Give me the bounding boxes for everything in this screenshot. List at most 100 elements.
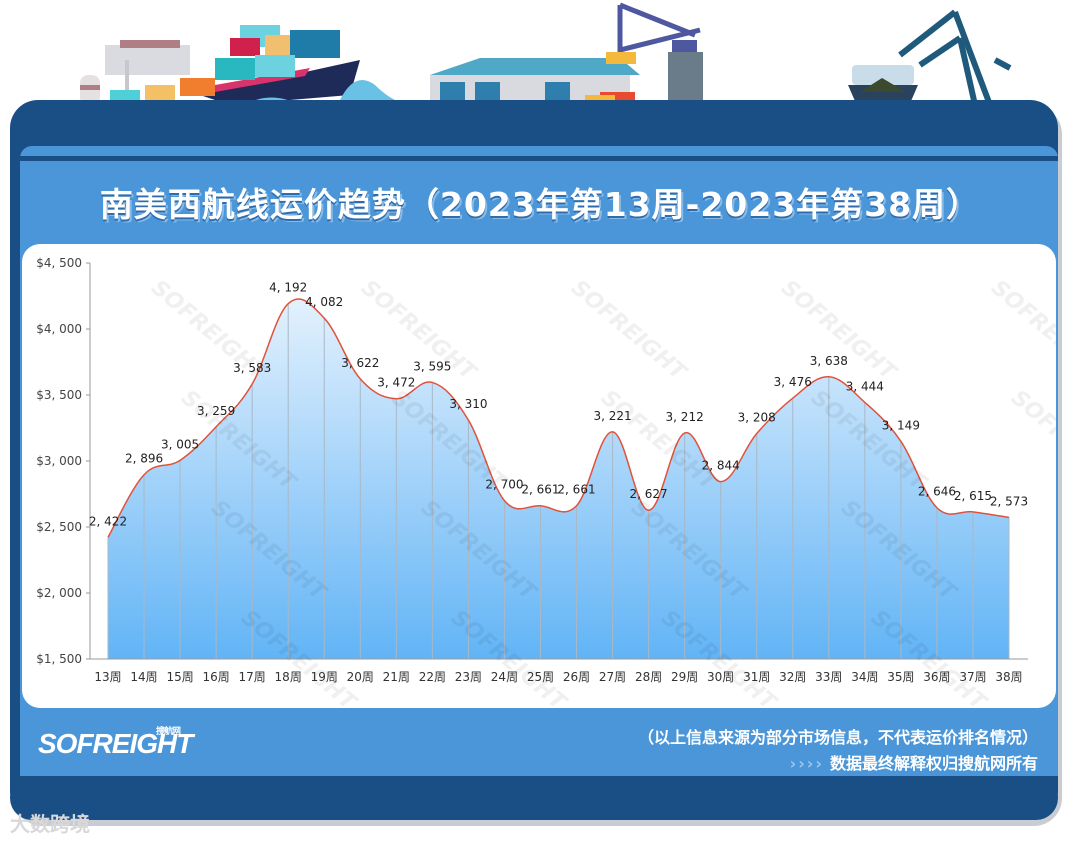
- x-tick-label: 35周: [887, 670, 914, 684]
- data-label: 2, 422: [89, 514, 127, 528]
- scallop-shape: [316, 780, 342, 800]
- data-label: 3, 005: [161, 437, 199, 451]
- data-label: 3, 476: [774, 375, 812, 389]
- area-fill: [108, 298, 1009, 659]
- x-tick-label: 25周: [527, 670, 554, 684]
- scallop-shape: [1006, 780, 1032, 800]
- x-tick-label: 37周: [959, 670, 986, 684]
- drop-lines: [107, 303, 1010, 659]
- y-tick-label: $2, 000: [36, 586, 82, 600]
- data-label: 2, 896: [125, 452, 163, 466]
- scallop-shape: [546, 780, 572, 800]
- watermark-text: SOFREIGHT: [1006, 385, 1056, 496]
- watermark-text: SOFREIGHT: [776, 275, 902, 386]
- x-tick-label: 24周: [491, 670, 518, 684]
- scallop-shape: [224, 780, 250, 800]
- x-tick-label: 17周: [239, 670, 266, 684]
- data-label: 3, 310: [449, 397, 487, 411]
- scallop-shape: [868, 780, 894, 800]
- warehouse-icon: [430, 58, 640, 105]
- watermark-dashujingjing: 大数跨境: [10, 812, 90, 836]
- scallop-shape: [270, 780, 296, 800]
- data-label: 3, 622: [341, 356, 379, 370]
- harbor-crane-icon: [898, 9, 1012, 107]
- container-ship-icon: [110, 25, 360, 105]
- rights-note: ›››› 数据最终解释权归搜航网所有: [790, 750, 1038, 774]
- data-label: 2, 661: [557, 483, 595, 497]
- watermark-text: SOFREIGHT: [146, 275, 272, 386]
- logo-subtext: 搜航网: [156, 726, 181, 736]
- sofreight-logo: SOFREIGHT 搜航网: [38, 726, 193, 760]
- data-label: 2, 700: [485, 478, 523, 492]
- scallop-shape: [40, 780, 66, 800]
- scallop-shape: [500, 780, 526, 800]
- x-tick-label: 22周: [419, 670, 446, 684]
- x-tick-label: 15周: [166, 670, 193, 684]
- x-tick-label: 16周: [202, 670, 229, 684]
- x-tick-label: 26周: [563, 670, 590, 684]
- y-tick-label: $4, 500: [36, 256, 82, 270]
- x-tick-label: 18周: [275, 670, 302, 684]
- scallop-shape: [822, 780, 848, 800]
- watermark-text: SOFREIGHT: [566, 275, 692, 386]
- scallop-shape: [592, 780, 618, 800]
- x-tick-label: 33周: [815, 670, 842, 684]
- port-structure-icon: [80, 40, 190, 105]
- x-tick-label: 27周: [599, 670, 626, 684]
- x-tick-label: 32周: [779, 670, 806, 684]
- source-note: （以上信息来源为部分市场信息，不代表运价排名情况）: [637, 728, 1038, 747]
- x-tick-label: 19周: [311, 670, 338, 684]
- x-tick-label: 13周: [94, 670, 121, 684]
- panel-stripe: [20, 156, 1058, 161]
- chart-card: $1, 500 $2, 000 $2, 500 $3, 000 $3, 500 $4, 0…: [22, 244, 1056, 708]
- logo-text: SOFREIGHT: [38, 728, 193, 759]
- data-label: 4, 082: [305, 295, 343, 309]
- y-tick-label: $2, 500: [36, 520, 82, 534]
- data-label: 3, 149: [882, 418, 920, 432]
- y-tick-label: $3, 000: [36, 454, 82, 468]
- data-label: 3, 208: [738, 411, 776, 425]
- data-label: 2, 627: [630, 487, 668, 501]
- scallop-shape: [638, 780, 664, 800]
- watermark-text: SOFREIGHT: [986, 275, 1056, 386]
- x-tick-label: 29周: [671, 670, 698, 684]
- x-tick-label: 38周: [995, 670, 1022, 684]
- scallop-shape: [178, 780, 204, 800]
- scallop-shape: [86, 780, 112, 800]
- chart-title: 南美西航线运价趋势（2023年第13周-2023年第38周）: [99, 185, 981, 224]
- scallop-shape: [914, 780, 940, 800]
- x-tick-label: 31周: [743, 670, 770, 684]
- x-tick-label: 28周: [635, 670, 662, 684]
- y-tick-label: $4, 000: [36, 322, 82, 336]
- x-tick-label: 30周: [707, 670, 734, 684]
- data-label: 2, 615: [954, 489, 992, 503]
- axes: $1, 500 $2, 000 $2, 500 $3, 000 $3, 500 $4, 0…: [36, 256, 1028, 684]
- x-tick-label: 20周: [347, 670, 374, 684]
- scallop-shape: [408, 780, 434, 800]
- scallop-shape: [776, 780, 802, 800]
- freight-rate-area-chart: $1, 500 $2, 000 $2, 500 $3, 000 $3, 500 $4, 0…: [36, 256, 1056, 708]
- data-label: 4, 192: [269, 281, 307, 295]
- data-label: 2, 573: [990, 494, 1028, 508]
- scalloped-border: [20, 780, 1058, 800]
- bottom-band: [10, 796, 1058, 820]
- x-tick-label: 36周: [923, 670, 950, 684]
- scallop-shape: [730, 780, 756, 800]
- scallop-shape: [960, 780, 986, 800]
- scallop-shape: [684, 780, 710, 800]
- data-label: 3, 638: [810, 354, 848, 368]
- trend-line: [107, 298, 1010, 538]
- data-label: 2, 661: [521, 483, 559, 497]
- x-tick-label: 21周: [383, 670, 410, 684]
- x-tick-label: 34周: [851, 670, 878, 684]
- scallop-shape: [132, 780, 158, 800]
- chevrons-icon: ››››: [789, 754, 824, 773]
- data-label: 3, 259: [197, 404, 235, 418]
- data-label: 3, 212: [666, 410, 704, 424]
- data-label: 3, 444: [846, 379, 884, 393]
- data-label: 3, 221: [593, 409, 631, 423]
- data-label: 2, 844: [702, 459, 740, 473]
- y-tick-label: $3, 500: [36, 388, 82, 402]
- crane-icon: [606, 2, 703, 107]
